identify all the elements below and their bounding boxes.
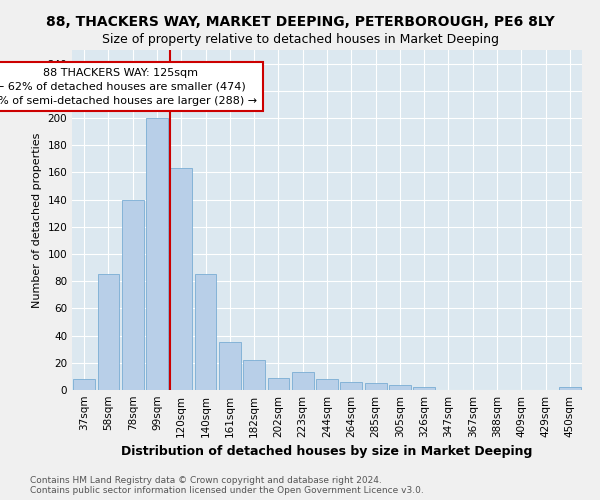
Bar [194, 274, 217, 390]
Bar [97, 274, 119, 390]
Bar [316, 379, 338, 390]
Bar [292, 372, 314, 390]
Text: Size of property relative to detached houses in Market Deeping: Size of property relative to detached ho… [101, 32, 499, 46]
Bar [365, 383, 386, 390]
X-axis label: Distribution of detached houses by size in Market Deeping: Distribution of detached houses by size … [121, 446, 533, 458]
Y-axis label: Number of detached properties: Number of detached properties [32, 132, 42, 308]
Bar [243, 360, 265, 390]
Bar [340, 382, 362, 390]
Bar [268, 378, 289, 390]
Bar [146, 118, 168, 390]
Bar [122, 200, 143, 390]
Text: Contains HM Land Registry data © Crown copyright and database right 2024.
Contai: Contains HM Land Registry data © Crown c… [30, 476, 424, 495]
Bar [73, 379, 95, 390]
Bar [219, 342, 241, 390]
Text: 88 THACKERS WAY: 125sqm
← 62% of detached houses are smaller (474)
37% of semi-d: 88 THACKERS WAY: 125sqm ← 62% of detache… [0, 68, 257, 106]
Bar [413, 388, 435, 390]
Bar [559, 388, 581, 390]
Bar [389, 384, 411, 390]
Bar [170, 168, 192, 390]
Text: 88, THACKERS WAY, MARKET DEEPING, PETERBOROUGH, PE6 8LY: 88, THACKERS WAY, MARKET DEEPING, PETERB… [46, 15, 554, 29]
